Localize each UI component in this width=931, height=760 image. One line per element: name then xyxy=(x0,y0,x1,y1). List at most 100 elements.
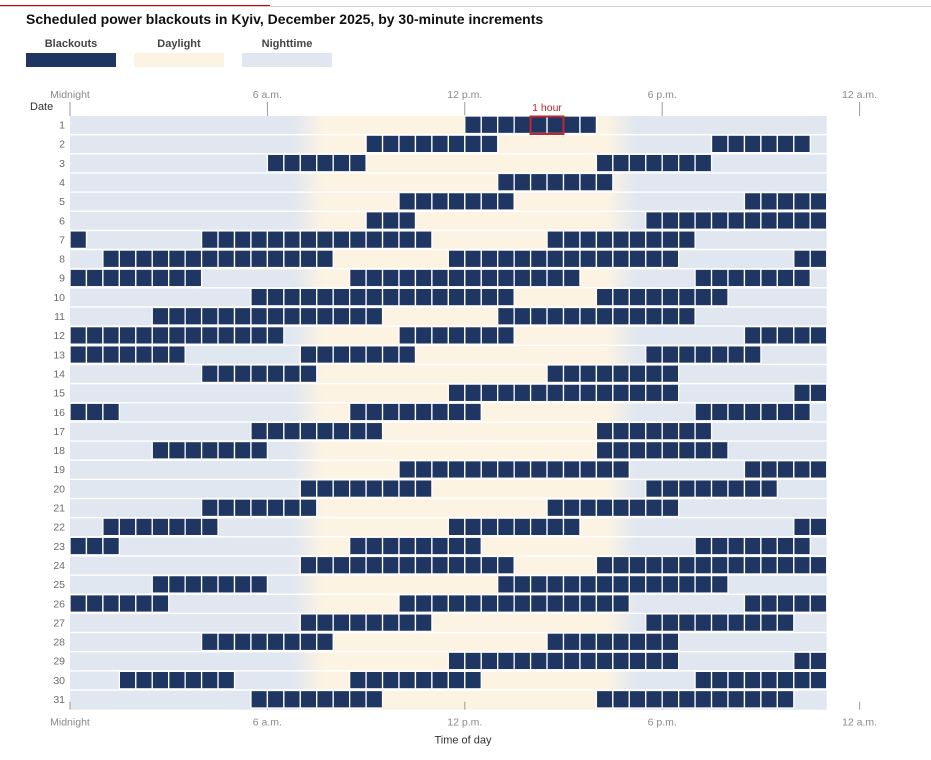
blackout-cell xyxy=(266,230,285,250)
blackout-cell xyxy=(447,402,466,422)
blackout-cell xyxy=(464,555,482,575)
blackout-cell xyxy=(612,249,630,269)
day-label: 2 xyxy=(59,139,65,151)
blackout-cell xyxy=(398,191,417,211)
blackout-cell xyxy=(497,594,515,613)
blackout-cell xyxy=(118,268,137,288)
blackout-cell xyxy=(513,594,532,613)
blackout-cell xyxy=(266,498,285,518)
blackout-cell xyxy=(414,287,433,307)
blackout-cell xyxy=(628,421,647,441)
blackout-cell xyxy=(497,268,515,288)
blackout-cell xyxy=(710,670,729,690)
blackout-cell xyxy=(743,670,762,690)
blackout-cell xyxy=(299,613,318,633)
day-label: 4 xyxy=(59,177,65,189)
blackout-cell xyxy=(480,287,499,307)
blackout-cell xyxy=(562,306,581,326)
day-label: 3 xyxy=(59,158,65,170)
blackout-cell xyxy=(348,287,367,307)
blackout-cell xyxy=(710,287,729,307)
blackout-cell xyxy=(381,134,400,154)
blackout-cell xyxy=(283,364,301,384)
blackout-cell xyxy=(464,325,482,345)
blackout-cell xyxy=(612,230,630,250)
blackout-cell xyxy=(102,517,121,537)
blackout-cell xyxy=(513,651,532,671)
x-tick-label-top: 6 p.m. xyxy=(648,89,677,101)
blackout-cell xyxy=(151,670,170,690)
blackout-cell xyxy=(645,440,663,460)
blackout-cell xyxy=(250,574,269,594)
blackout-cell xyxy=(776,268,795,288)
blackout-cell xyxy=(809,211,828,230)
blackout-cell xyxy=(612,153,630,173)
blackout-cell xyxy=(645,498,663,518)
blackout-cell xyxy=(727,268,746,288)
blackout-cell xyxy=(628,651,647,671)
blackout-cell xyxy=(85,536,104,556)
blackout-cell xyxy=(579,230,598,250)
blackout-cell xyxy=(168,306,186,326)
blackout-cell xyxy=(316,306,334,326)
blackout-cell xyxy=(595,555,614,575)
blackout-cell xyxy=(299,632,318,652)
blackout-cell xyxy=(661,287,680,307)
blackout-cell xyxy=(497,249,515,269)
row-separator xyxy=(70,153,827,155)
blackout-cell xyxy=(628,498,647,518)
blackout-cell xyxy=(348,230,367,250)
blackout-cell xyxy=(431,670,449,690)
blackout-cell xyxy=(661,345,680,364)
row-separator xyxy=(70,612,827,615)
blackout-cell xyxy=(431,191,449,211)
blackout-cell xyxy=(694,345,713,364)
blackout-cell xyxy=(464,651,482,671)
blackout-cell xyxy=(579,249,598,269)
blackout-cell xyxy=(431,460,449,479)
blackout-cell xyxy=(69,345,88,364)
blackout-cell xyxy=(348,536,367,556)
blackout-cell xyxy=(464,268,482,288)
blackout-cell xyxy=(776,460,795,479)
blackout-cell xyxy=(661,479,680,499)
blackout-cell xyxy=(464,191,482,211)
blackout-cell xyxy=(546,230,565,250)
blackout-cell xyxy=(727,345,746,364)
blackout-cell xyxy=(595,383,614,403)
blackout-cell xyxy=(628,230,647,250)
blackout-cell xyxy=(464,594,482,613)
blackout-cell xyxy=(381,402,400,422)
blackout-cell xyxy=(694,689,713,709)
blackout-cell xyxy=(562,651,581,671)
blackout-cell xyxy=(398,613,417,633)
blackout-cell xyxy=(595,230,614,250)
blackout-cell xyxy=(612,632,630,652)
blackout-cell xyxy=(513,172,532,192)
blackout-cell xyxy=(250,325,269,345)
blackout-cell xyxy=(316,632,334,652)
blackout-cell xyxy=(118,325,137,345)
blackout-cell xyxy=(793,402,811,422)
blackout-cell xyxy=(809,555,828,575)
blackout-cell xyxy=(612,440,630,460)
blackout-cell xyxy=(645,230,663,250)
blackout-cell xyxy=(348,479,367,499)
blackout-cell xyxy=(151,306,170,326)
blackout-cell xyxy=(678,613,696,633)
blackout-cell xyxy=(595,421,614,441)
blackout-cell xyxy=(184,670,203,690)
blackout-cell xyxy=(464,536,482,556)
blackout-cell xyxy=(579,364,598,384)
blackout-cell xyxy=(793,517,811,537)
x-tick-label-bottom: 12 p.m. xyxy=(447,717,482,729)
blackout-cell xyxy=(497,287,515,307)
blackout-cell xyxy=(69,325,88,345)
blackout-cell xyxy=(529,115,548,135)
blackout-cell xyxy=(776,536,795,556)
blackout-cell xyxy=(661,651,680,671)
blackout-cell xyxy=(332,479,351,499)
blackout-cell xyxy=(645,421,663,441)
blackout-cell xyxy=(661,364,680,384)
day-label: 7 xyxy=(59,234,65,246)
